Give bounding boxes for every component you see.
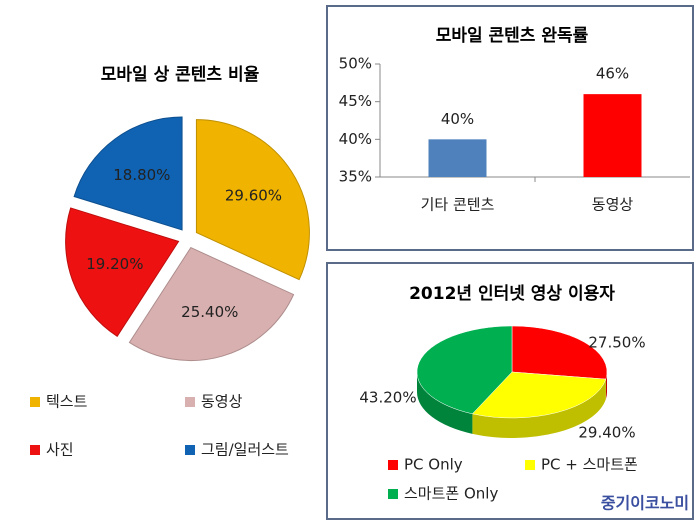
- pie-slice: [65, 207, 180, 337]
- legend-swatch: [388, 489, 398, 499]
- data-label: 46%: [596, 65, 629, 83]
- legend-label: 텍스트: [46, 393, 88, 411]
- chart-title: 모바일 상 콘텐츠 비율: [101, 65, 260, 85]
- x-tick-label: 동영상: [592, 196, 634, 214]
- chart-title: 모바일 콘텐츠 완독률: [436, 26, 589, 46]
- data-label: 19.20%: [86, 255, 143, 273]
- legend-swatch: [185, 445, 195, 455]
- pie-slice-side: [417, 372, 473, 434]
- pie-slice: [511, 325, 608, 380]
- y-tick-label: 40%: [339, 130, 372, 148]
- legend-swatch: [185, 397, 195, 407]
- legend-swatch: [388, 460, 398, 470]
- bar: [428, 139, 487, 177]
- pie-slice: [416, 325, 513, 415]
- legend-label: 스마트폰 Only: [404, 485, 498, 503]
- pie-slice: [128, 246, 295, 362]
- legend-label: 그림/일러스트: [201, 441, 289, 459]
- data-label: 29.40%: [578, 424, 635, 442]
- data-label: 25.40%: [181, 303, 238, 321]
- pie-slice: [195, 119, 310, 281]
- data-label: 27.50%: [588, 334, 645, 352]
- legend-swatch: [30, 397, 40, 407]
- pie-slice: [73, 116, 183, 231]
- x-tick-label: 기타 콘텐츠: [421, 196, 495, 214]
- watermark: 중기이코노미: [601, 494, 689, 513]
- pie-slice: [471, 371, 607, 419]
- legend-label: 사진: [46, 441, 74, 459]
- data-label: 43.20%: [359, 389, 416, 407]
- pie-slice-side: [472, 379, 606, 438]
- y-tick-label: 45%: [339, 92, 372, 110]
- legend-label: PC + 스마트폰: [541, 456, 638, 474]
- legend-label: 동영상: [201, 393, 243, 411]
- legend-swatch: [30, 445, 40, 455]
- data-label: 18.80%: [113, 166, 170, 184]
- legend-swatch: [525, 460, 535, 470]
- y-tick-label: 35%: [339, 168, 372, 186]
- legend-label: PC Only: [404, 456, 463, 474]
- data-label: 40%: [441, 110, 474, 128]
- bar: [583, 94, 642, 177]
- data-label: 29.60%: [225, 186, 282, 204]
- chart-title: 2012년 인터넷 영상 이용자: [409, 284, 615, 304]
- y-tick-label: 50%: [339, 55, 372, 73]
